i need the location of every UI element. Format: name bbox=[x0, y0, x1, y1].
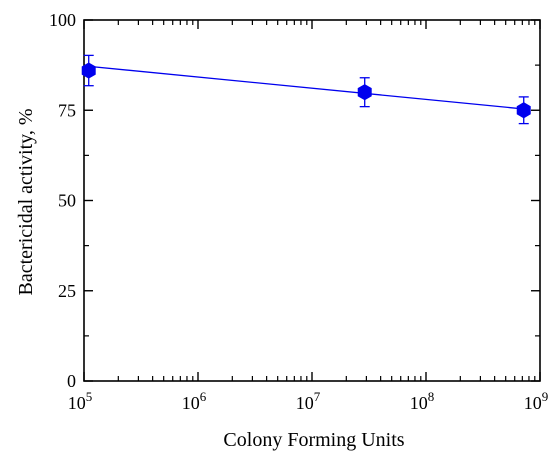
fit-line bbox=[83, 65, 526, 110]
x-tick-label: 107 bbox=[296, 389, 321, 413]
y-axis-ticks: 0 25 50 75 100 bbox=[49, 10, 540, 391]
x-axis-title: Colony Forming Units bbox=[223, 429, 404, 451]
data-point bbox=[81, 62, 96, 79]
x-tick-label: 109 bbox=[524, 389, 549, 413]
y-tick-label: 50 bbox=[58, 191, 76, 211]
y-tick-label: 0 bbox=[67, 371, 76, 391]
x-axis-ticks: 105 106 107 108 109 bbox=[68, 20, 549, 413]
y-tick-label: 25 bbox=[58, 281, 76, 301]
data-point bbox=[357, 84, 372, 101]
x-tick-label: 105 bbox=[68, 389, 93, 413]
plot-area-border bbox=[83, 19, 541, 382]
y-tick-label: 100 bbox=[49, 10, 76, 30]
y-axis-title: Bactericidal activity, % bbox=[15, 109, 37, 296]
x-tick-label: 108 bbox=[410, 389, 435, 413]
plot-frame-layer bbox=[83, 19, 541, 382]
x-tick-label: 106 bbox=[182, 389, 207, 413]
data-points-layer bbox=[81, 54, 531, 125]
fit-line-layer bbox=[83, 65, 526, 110]
data-point bbox=[516, 102, 531, 119]
y-tick-label: 75 bbox=[58, 100, 76, 120]
